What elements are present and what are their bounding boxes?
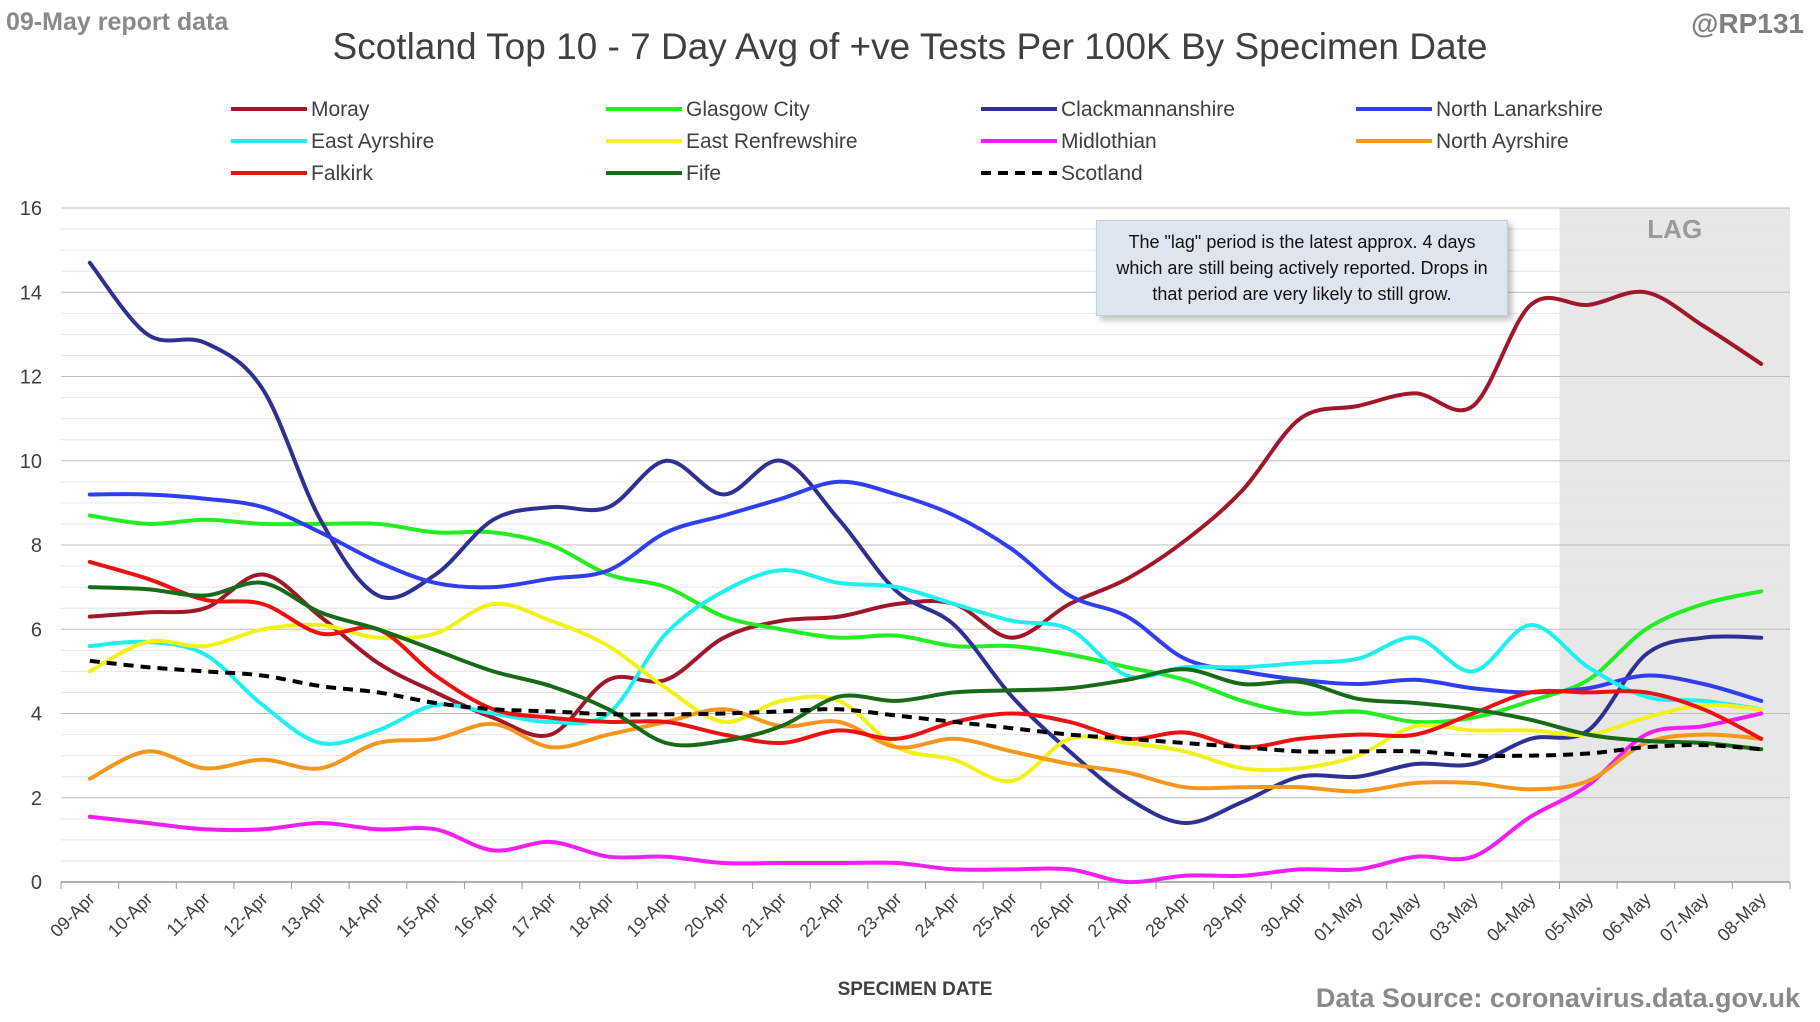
legend: Moray Glasgow City Clackmannanshire North L… bbox=[231, 98, 1603, 185]
x-tick-label: 28-Apr bbox=[1141, 889, 1193, 941]
x-tick-label: 17-Apr bbox=[507, 889, 559, 941]
x-tick-label: 07-May bbox=[1656, 889, 1713, 946]
x-tick-label: 09-Apr bbox=[46, 889, 98, 941]
series-line-scotland bbox=[89, 658, 1762, 759]
series-line-east-renfrewshire bbox=[87, 601, 1764, 784]
y-tick-label: 12 bbox=[20, 367, 42, 389]
chart-title: Scotland Top 10 - 7 Day Avg of +ve Tests… bbox=[332, 26, 1488, 67]
y-tick-labels: 0 2 4 6 8 10 12 14 16 bbox=[20, 198, 42, 894]
y-tick-label: 0 bbox=[31, 872, 42, 894]
y-tick-label: 4 bbox=[31, 704, 42, 726]
legend-label-falkirk: Falkirk bbox=[311, 162, 373, 185]
x-tick-label: 01-May bbox=[1310, 889, 1367, 946]
legend-label-north-ayrshire: North Ayrshire bbox=[1436, 130, 1569, 153]
x-tick-label: 04-May bbox=[1483, 889, 1540, 946]
x-tick-label: 22-Apr bbox=[796, 889, 848, 941]
legend-label-scotland: Scotland bbox=[1061, 162, 1143, 185]
x-tick-label: 29-Apr bbox=[1199, 889, 1251, 941]
x-tick-label: 02-May bbox=[1368, 889, 1425, 946]
x-tick-label: 16-Apr bbox=[450, 889, 502, 941]
series-line-north-ayrshire bbox=[87, 707, 1764, 794]
legend-label-east-ayrshire: East Ayrshire bbox=[311, 130, 434, 153]
y-tick-label: 16 bbox=[20, 198, 42, 220]
x-tick-label: 30-Apr bbox=[1257, 889, 1309, 941]
x-tick-label: 19-Apr bbox=[623, 889, 675, 941]
series-line-glasgow-city bbox=[87, 513, 1764, 725]
x-tick-label: 13-Apr bbox=[277, 889, 329, 941]
series-lines bbox=[87, 260, 1764, 885]
legend-label-glasgow-city: Glasgow City bbox=[686, 98, 810, 121]
x-tick-label: 23-Apr bbox=[853, 889, 905, 941]
x-tick-label: 21-Apr bbox=[738, 889, 790, 941]
y-tick-label: 6 bbox=[31, 619, 42, 641]
legend-label-midlothian: Midlothian bbox=[1061, 130, 1157, 153]
x-tick-label: 25-Apr bbox=[968, 889, 1020, 941]
series-line-fife bbox=[87, 580, 1764, 752]
y-tick-label: 8 bbox=[31, 535, 42, 557]
x-tick-label: 10-Apr bbox=[104, 889, 156, 941]
author-handle: @RP131 bbox=[1691, 8, 1804, 39]
x-tick-label: 27-Apr bbox=[1084, 889, 1136, 941]
series-line-moray bbox=[87, 289, 1764, 738]
x-tick-label: 15-Apr bbox=[392, 889, 444, 941]
series-line-midlothian bbox=[87, 711, 1764, 885]
legend-label-clackmannanshire: Clackmannanshire bbox=[1061, 98, 1235, 121]
y-tick-label: 10 bbox=[20, 451, 42, 473]
x-tick-label: 20-Apr bbox=[680, 889, 732, 941]
report-date-label: 09-May report data bbox=[6, 8, 229, 36]
x-tick-label: 05-May bbox=[1541, 889, 1598, 946]
x-tick-label: 14-Apr bbox=[334, 889, 386, 941]
legend-label-north-lanarkshire: North Lanarkshire bbox=[1436, 98, 1603, 121]
legend-label-fife: Fife bbox=[686, 162, 721, 185]
x-tick-label: 24-Apr bbox=[911, 889, 963, 941]
axis-lines bbox=[60, 881, 1791, 889]
legend-label-east-renfrewshire: East Renfrewshire bbox=[686, 130, 858, 153]
x-tick-label: 03-May bbox=[1425, 889, 1482, 946]
data-source: Data Source: coronavirus.data.gov.uk bbox=[1315, 983, 1800, 1013]
series-line-north-lanarkshire bbox=[87, 479, 1764, 703]
x-tick-label: 18-Apr bbox=[565, 889, 617, 941]
x-tick-label: 12-Apr bbox=[219, 889, 271, 941]
x-tick-label: 11-Apr bbox=[163, 889, 214, 940]
lag-label: LAG bbox=[1647, 214, 1702, 244]
x-tick-label: 06-May bbox=[1598, 889, 1655, 946]
x-tick-labels: 09-Apr 10-Apr 11-Apr 12-Apr 13-Apr 14-Apr 15-A… bbox=[46, 889, 1770, 946]
y-tick-label: 2 bbox=[31, 788, 42, 810]
x-axis-label: SPECIMEN DATE bbox=[838, 979, 993, 1000]
x-tick-label: 08-May bbox=[1713, 889, 1770, 946]
lag-explanation-note: The "lag" period is the latest approx. 4… bbox=[1096, 220, 1508, 316]
x-tick-label: 26-Apr bbox=[1026, 889, 1078, 941]
y-tick-label: 14 bbox=[20, 282, 42, 304]
series-line-east-ayrshire bbox=[87, 568, 1764, 746]
legend-label-moray: Moray bbox=[311, 98, 370, 121]
